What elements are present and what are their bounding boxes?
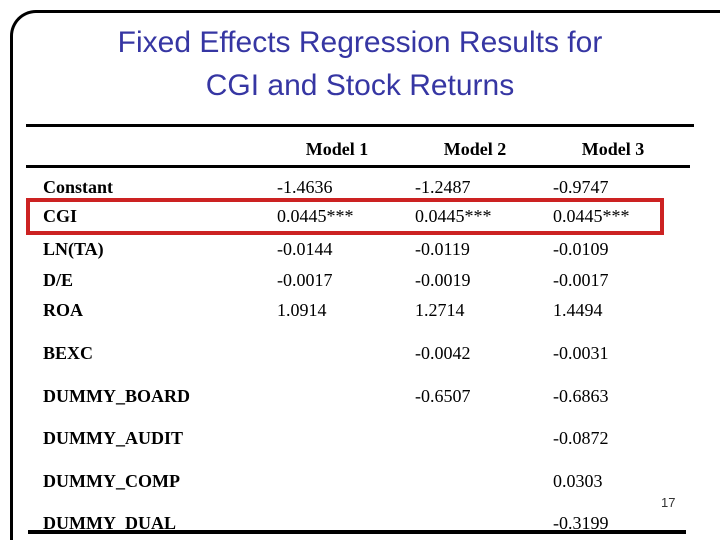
cell-model2: -0.6507	[415, 386, 471, 406]
cell-model1	[268, 428, 406, 448]
page-number: 17	[661, 495, 676, 510]
row-label: DUMMY_BOARD	[43, 386, 190, 406]
cell-model2: -1.2487	[415, 177, 471, 197]
row-label: DUMMY_AUDIT	[43, 428, 183, 448]
cell-model1: -0.0017	[277, 270, 333, 290]
cell-model2: -0.0019	[415, 270, 471, 290]
cell-model3: 1.4494	[553, 300, 603, 320]
cell-model3: -0.6863	[553, 386, 609, 406]
cell-model3: 0.0445***	[553, 206, 630, 226]
table-row-cgi: CGI 0.0445*** 0.0445*** 0.0445***	[43, 206, 692, 226]
table-row-dummy-comp: DUMMY_COMP 0.0303	[43, 471, 692, 491]
cell-model3: -0.0109	[553, 239, 609, 259]
cgi-row-highlight-box	[26, 198, 664, 235]
row-label: LN(TA)	[43, 239, 104, 259]
column-header-model-3: Model 3	[581, 139, 645, 159]
cell-model1: 1.0914	[277, 300, 327, 320]
cell-model2: -0.0042	[415, 343, 471, 363]
cell-model2	[406, 471, 544, 491]
cell-model1	[268, 343, 406, 363]
table-row-dummy-audit: DUMMY_AUDIT -0.0872	[43, 428, 692, 448]
title-divider-rule	[26, 124, 694, 127]
table-bottom-rule	[28, 530, 686, 534]
cell-model3: -0.9747	[553, 177, 609, 197]
table-row-bexc: BEXC -0.0042 -0.0031	[43, 343, 692, 363]
table-header-rule	[26, 165, 690, 168]
slide-border-frame	[10, 10, 720, 540]
cell-model3: -0.0017	[553, 270, 609, 290]
row-label: BEXC	[43, 343, 94, 363]
cell-model2: -0.0119	[415, 239, 470, 259]
table-row-de: D/E -0.0017 -0.0019 -0.0017	[43, 270, 692, 290]
slide-title: Fixed Effects Regression Results for CGI…	[0, 21, 720, 107]
cell-model3: -0.3199	[553, 513, 609, 533]
cell-model2: 0.0445***	[415, 206, 492, 226]
table-row-lnta: LN(TA) -0.0144 -0.0119 -0.0109	[43, 239, 692, 259]
column-header-model-1: Model 1	[305, 139, 369, 159]
cell-model3: 0.0303	[553, 471, 603, 491]
cell-model1	[268, 386, 406, 406]
cell-model1: -0.0144	[277, 239, 333, 259]
table-row-roa: ROA 1.0914 1.2714 1.4494	[43, 300, 692, 320]
row-label: DUMMY_COMP	[43, 471, 180, 491]
cell-model1: -1.4636	[277, 177, 333, 197]
table-row-dummy-board: DUMMY_BOARD -0.6507 -0.6863	[43, 386, 692, 406]
cell-model3: -0.0031	[553, 343, 609, 363]
row-label: D/E	[43, 270, 74, 290]
slide-title-line-1: Fixed Effects Regression Results for	[117, 26, 603, 59]
header-spacer-cell	[43, 139, 268, 159]
slide-title-line-2: CGI and Stock Returns	[205, 69, 515, 102]
cell-model3: -0.0872	[553, 428, 609, 448]
row-label: CGI	[43, 206, 78, 226]
table-row-constant: Constant -1.4636 -1.2487 -0.9747	[43, 177, 692, 197]
cell-model1: 0.0445***	[277, 206, 354, 226]
row-label: ROA	[43, 300, 83, 320]
column-header-model-2: Model 2	[443, 139, 507, 159]
cell-model2: 1.2714	[415, 300, 465, 320]
row-label: Constant	[43, 177, 114, 197]
table-header-row: Model 1 Model 2 Model 3	[43, 139, 692, 159]
cell-model2	[406, 428, 544, 448]
cell-model1	[268, 471, 406, 491]
row-label: DUMMY_DUAL	[43, 513, 176, 533]
table-row-dummy-dual: DUMMY_DUAL -0.3199	[43, 513, 692, 533]
